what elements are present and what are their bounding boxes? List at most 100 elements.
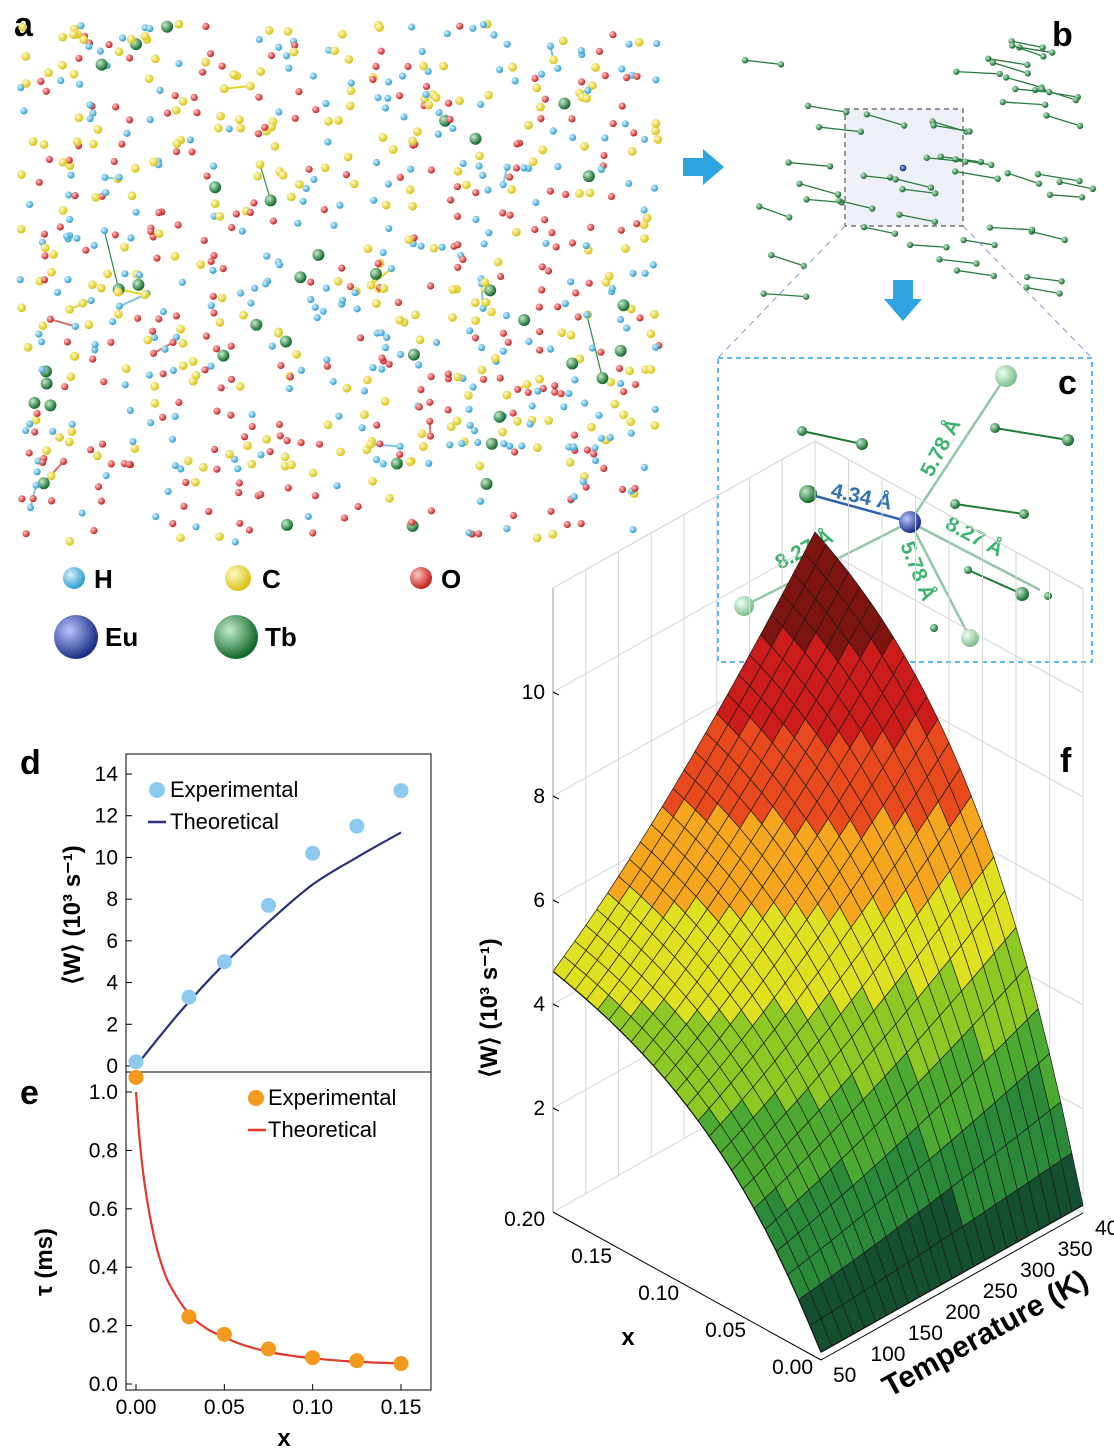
c-atom	[333, 276, 343, 286]
c-atom	[64, 437, 74, 447]
o-atom	[311, 492, 319, 500]
o-atom	[219, 265, 227, 273]
h-atom	[629, 269, 637, 277]
c-atom	[55, 433, 64, 442]
c-atom	[475, 461, 485, 471]
h-atom	[324, 138, 332, 146]
c-atom	[388, 145, 398, 154]
tb-atom	[1015, 587, 1029, 601]
h-atom	[65, 191, 73, 199]
h-atom	[449, 124, 457, 133]
experimental-point	[305, 1350, 321, 1366]
tb-atom	[857, 128, 865, 135]
tb-atom	[209, 181, 222, 194]
h-atom	[480, 240, 488, 248]
tb-atom	[566, 357, 579, 370]
c-atom	[337, 29, 347, 39]
o-atom	[110, 157, 118, 166]
o-atom	[396, 173, 404, 181]
h-atom	[381, 104, 390, 112]
o-atom	[59, 457, 68, 465]
tb-atom	[485, 437, 498, 450]
tb-dimer-bond	[992, 61, 1028, 74]
tb-atom	[1056, 178, 1063, 186]
o-atom	[568, 239, 577, 247]
c-atom	[360, 410, 369, 419]
o-atom	[283, 437, 291, 445]
o-atom	[342, 171, 350, 179]
o-atom	[541, 216, 549, 224]
c-atom	[201, 57, 211, 67]
c-atom	[150, 54, 160, 64]
c-atom	[411, 310, 420, 320]
bond-line	[908, 521, 972, 639]
h-atom	[16, 276, 24, 284]
c-atom	[448, 285, 458, 294]
c-atom	[74, 113, 84, 122]
z-tick-label: 2	[533, 1097, 545, 1120]
h-atom	[257, 451, 265, 459]
c-atom	[113, 309, 123, 319]
o-atom	[275, 420, 283, 429]
experimental-point	[216, 954, 232, 970]
tb-atom	[614, 344, 627, 357]
o-atom	[417, 386, 425, 394]
h-atom	[511, 77, 519, 85]
tb-dimer-bond	[956, 71, 1000, 75]
o-atom	[277, 361, 285, 370]
o-atom	[45, 155, 54, 163]
c-atom	[246, 81, 255, 91]
o-atom	[254, 130, 262, 138]
h-atom	[465, 405, 473, 413]
z-tick-label: 8	[533, 785, 545, 808]
c-atom	[198, 462, 208, 472]
h-atom	[91, 341, 99, 349]
h-atom	[434, 130, 442, 138]
c-atom	[292, 349, 301, 359]
h-atom	[231, 538, 239, 546]
o-atom	[213, 465, 221, 473]
tb-atom	[1056, 290, 1063, 297]
h-atom	[285, 64, 293, 72]
c-atom	[171, 105, 181, 115]
c-atom	[219, 84, 229, 94]
z-tick-mark	[552, 691, 560, 696]
c-atom	[126, 34, 136, 44]
tb-atom	[1012, 85, 1019, 93]
o-atom	[65, 156, 73, 164]
o-atom	[385, 360, 393, 368]
c-atom	[455, 96, 464, 106]
h-atom	[178, 278, 186, 286]
tb-atom	[860, 223, 868, 231]
y-tick-label: 0.6	[89, 1198, 118, 1221]
o-atom	[396, 450, 404, 458]
o-atom	[227, 342, 235, 350]
h-atom	[377, 329, 385, 337]
y-axis-line	[820, 1212, 1084, 1361]
o-atom	[427, 507, 435, 515]
c-atom	[344, 55, 354, 64]
o-atom	[618, 102, 626, 110]
h-atom	[466, 421, 474, 429]
c-atom	[413, 127, 422, 136]
o-atom	[356, 334, 365, 342]
o-atom	[180, 502, 188, 510]
o-atom	[97, 497, 105, 505]
c-atom	[380, 396, 390, 406]
h-atom	[302, 184, 310, 192]
h-atom	[77, 22, 85, 30]
o-atom	[172, 148, 181, 156]
c-atom	[91, 193, 101, 202]
h-atom	[129, 437, 137, 446]
o-atom	[207, 257, 215, 265]
c-atom	[217, 293, 227, 303]
h-atom	[192, 523, 200, 531]
c-atom	[452, 416, 462, 426]
h-atom	[418, 47, 426, 56]
tb-atom	[617, 299, 630, 312]
tb-atom	[937, 153, 944, 160]
tb-atom	[842, 108, 850, 116]
h-atom	[582, 242, 590, 250]
tb-atom	[860, 172, 867, 179]
